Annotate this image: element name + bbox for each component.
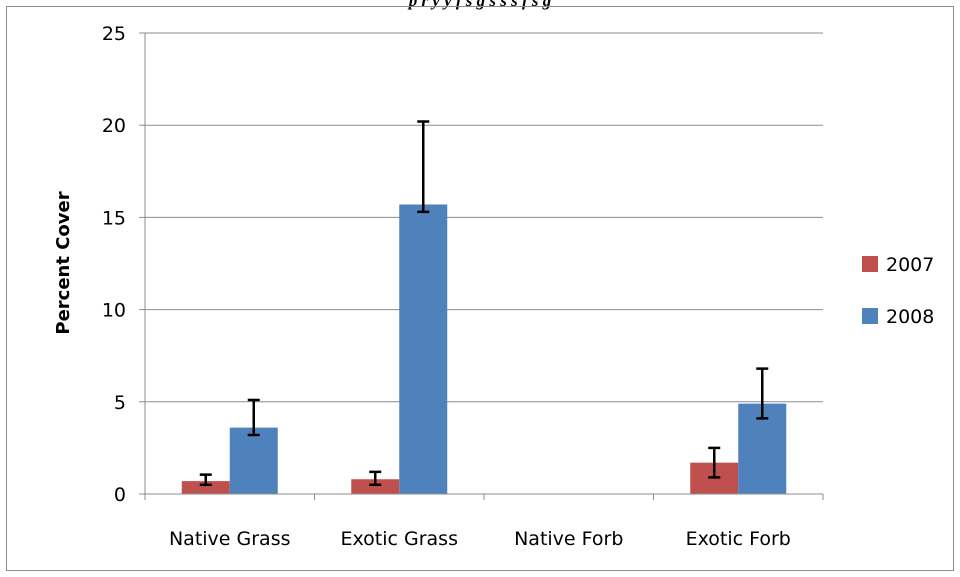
- axes: [139, 32, 824, 500]
- category-labels: Native Grass Exotic Grass Native Forb Exoti…: [169, 528, 791, 550]
- y-tick-label: 20: [102, 115, 126, 137]
- y-tick-label: 25: [102, 23, 126, 45]
- legend-label: 2007: [886, 254, 934, 276]
- legend-swatch-2007: [862, 256, 878, 272]
- bar-2007: [351, 479, 400, 494]
- error-bars: [199, 120, 769, 487]
- chart-frame: [6, 6, 954, 571]
- category-label: Native Grass: [169, 528, 291, 550]
- category-label: Exotic Grass: [341, 528, 458, 550]
- category-label: Native Forb: [514, 528, 623, 550]
- bar-2008: [229, 427, 278, 494]
- bar-2007: [181, 481, 230, 494]
- y-tick-labels: 0 5 10 15 20 25: [102, 23, 126, 506]
- bar-2008: [399, 204, 448, 494]
- y-tick-label: 10: [102, 300, 126, 322]
- bars: [181, 204, 787, 494]
- clipped-caption-text: p r y y f s g s s s f s g: [408, 0, 552, 10]
- y-tick-label: 15: [102, 207, 126, 229]
- gridlines: [145, 32, 823, 403]
- legend-swatch-2008: [862, 308, 878, 324]
- y-tick-label: 0: [114, 484, 126, 506]
- category-label: Exotic Forb: [686, 528, 791, 550]
- y-tick-label: 5: [114, 392, 126, 414]
- legend-label: 2008: [886, 306, 934, 328]
- y-axis-label: Percent Cover: [53, 191, 74, 334]
- legend: 2007 2008: [862, 254, 934, 328]
